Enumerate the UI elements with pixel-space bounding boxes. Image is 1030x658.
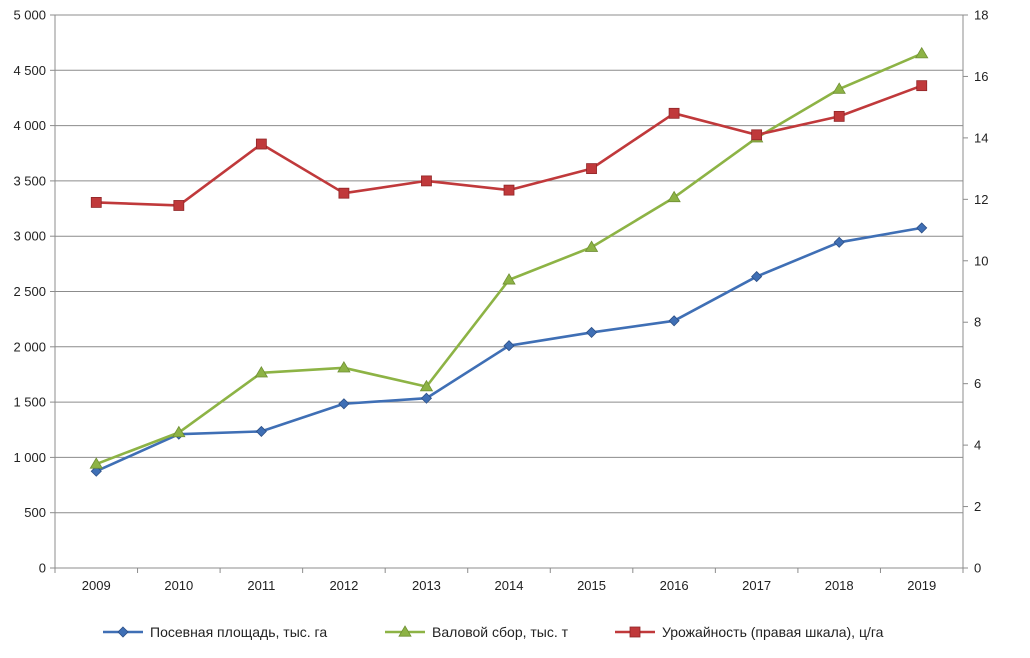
series-2-point: [337, 361, 351, 373]
legend: Посевная площадь, тыс. га Валовой сбор, т…: [103, 624, 884, 640]
series-3-point: [255, 138, 267, 150]
x-axis-tick-label: 2010: [164, 578, 193, 593]
legend-item-3: Урожайность (правая шкала), ц/га: [615, 624, 884, 640]
series-3-point: [421, 175, 432, 187]
series-1-point: [90, 465, 102, 477]
legend-item-2: Валовой сбор, тыс. т: [385, 624, 569, 640]
left-axis-tick-label: 3 500: [13, 173, 46, 188]
x-axis-tick-label: 2015: [577, 578, 606, 593]
legend-label: Валовой сбор, тыс. т: [432, 624, 569, 640]
right-axis-tick-label: 0: [974, 561, 981, 576]
left-axis-tick-label: 1 500: [13, 395, 46, 410]
right-axis-tick-label: 2: [974, 499, 981, 514]
right-axis-tick-label: 12: [974, 192, 988, 207]
legend-item-1: Посевная площадь, тыс. га: [103, 624, 327, 640]
left-axis-tick-label: 2 000: [13, 339, 46, 354]
series-1-point: [833, 236, 845, 248]
right-axis-tick-label: 4: [974, 438, 981, 453]
right-axis-tick-label: 18: [974, 8, 988, 23]
series-2-point: [419, 379, 434, 392]
series-3: [90, 80, 928, 211]
right-axis-tick-label: 14: [974, 130, 988, 145]
x-axis-tick-label: 2011: [247, 578, 275, 593]
legend-marker: [117, 626, 129, 638]
left-axis-tick-label: 2 500: [13, 284, 46, 299]
left-axis-tick-label: 3 000: [13, 229, 46, 244]
series-1-point: [420, 392, 433, 404]
series-1-point: [255, 425, 267, 437]
legend-marker: [629, 626, 641, 638]
series-1-point: [751, 271, 763, 283]
x-axis-tick-label: 2019: [907, 578, 936, 593]
x-axis-tick-label: 2013: [412, 578, 441, 593]
x-axis-tick-label: 2012: [329, 578, 358, 593]
left-axis-tick-label: 0: [39, 561, 46, 576]
series-3-point: [916, 80, 928, 92]
x-axis-tick-label: 2009: [82, 578, 111, 593]
series-3-point: [338, 187, 350, 199]
series-3-point: [90, 197, 102, 208]
series-2-point: [915, 46, 929, 59]
series-1-point: [916, 222, 928, 234]
left-axis-tick-label: 4 500: [13, 63, 46, 78]
series-3-point: [833, 110, 845, 122]
legend-marker: [398, 625, 412, 637]
series-2-point: [172, 425, 186, 438]
series-3-point: [503, 184, 515, 196]
right-axis-tick-label: 16: [974, 69, 988, 84]
series-2-point: [254, 366, 269, 378]
x-axis-tick-label: 2018: [825, 578, 854, 593]
right-axis-tick-label: 6: [974, 376, 981, 391]
series-2: [89, 46, 929, 469]
series-2-point: [832, 82, 846, 94]
left-axis-tick-label: 5 000: [13, 8, 46, 23]
series-3-point: [668, 107, 680, 119]
series-1-point: [585, 326, 598, 338]
left-axis-tick-label: 500: [24, 505, 46, 520]
x-axis-tick-label: 2014: [495, 578, 524, 593]
legend-label: Урожайность (правая шкала), ц/га: [662, 624, 884, 640]
left-axis-tick-label: 1 000: [13, 450, 46, 465]
series-2-point: [89, 457, 103, 469]
series-1-point: [503, 340, 515, 352]
legend-label: Посевная площадь, тыс. га: [150, 624, 327, 640]
series-2-point: [502, 273, 516, 285]
gridlines: [55, 14, 963, 569]
x-axis-tick-label: 2017: [742, 578, 771, 593]
series-3-point: [586, 163, 597, 175]
series-3-point: [751, 129, 763, 141]
series-1: [90, 222, 928, 477]
series-1-point: [668, 315, 680, 327]
series-2-point: [667, 190, 681, 203]
axes: 0 500 1 000 1 500 2 000 2 500 3 000 3 500 4 000 4…: [13, 8, 988, 594]
right-axis-tick-label: 8: [974, 315, 981, 330]
right-axis-tick-label: 10: [974, 253, 988, 268]
series-3-point: [173, 200, 185, 211]
x-axis-tick-label: 2016: [660, 578, 689, 593]
series-lines: [89, 46, 929, 477]
series-2-point: [584, 240, 599, 252]
left-axis-tick-label: 4 000: [13, 118, 46, 133]
series-1-point: [338, 398, 350, 410]
